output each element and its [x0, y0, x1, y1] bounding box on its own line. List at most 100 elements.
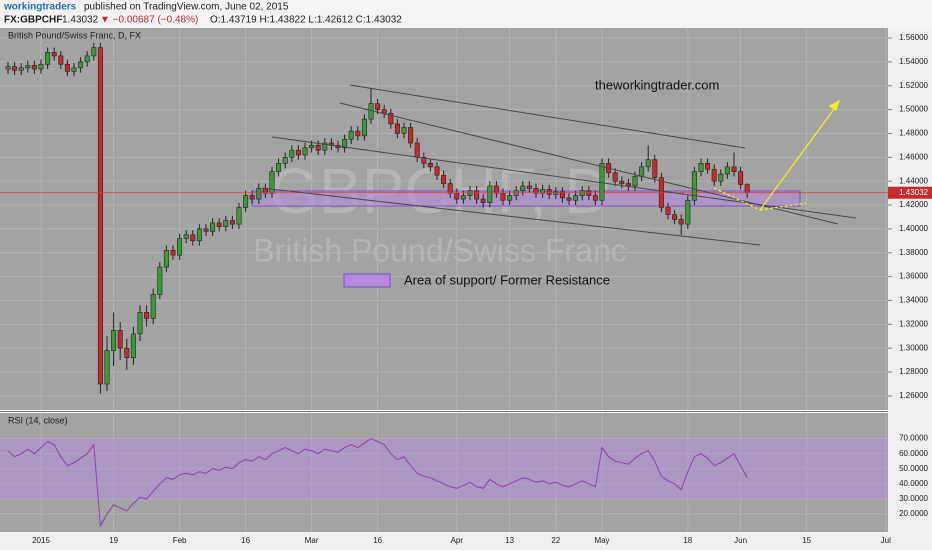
- author[interactable]: workingtraders: [3, 2, 77, 13]
- candle-body: [665, 207, 671, 215]
- y-tick-label: 1.48000: [899, 129, 928, 138]
- y-tick-label: 1.54000: [899, 57, 928, 66]
- candle-body: [619, 180, 625, 184]
- y-tick-label: 1.36000: [899, 272, 928, 281]
- candle-body: [216, 222, 222, 227]
- candle-body: [639, 166, 645, 177]
- candle-body: [559, 191, 565, 199]
- candle-body: [447, 183, 453, 194]
- candle-body: [348, 130, 354, 140]
- candle-body: [401, 127, 407, 134]
- candle-body: [533, 188, 539, 194]
- candle-body: [744, 184, 750, 194]
- arrow: [759, 104, 838, 211]
- header-bar: [0, 0, 932, 28]
- candle-body: [553, 191, 559, 195]
- pane-title: British Pound/Swiss Franc, D, FX: [8, 30, 141, 40]
- candle-body: [243, 195, 249, 208]
- candle-body: [236, 207, 242, 225]
- candle-body: [487, 185, 493, 203]
- change: ▼ −0.00687 (−0.48%): [100, 15, 198, 26]
- candle-body: [196, 228, 202, 242]
- trend-lines: [261, 84, 857, 246]
- candle-body: [467, 190, 473, 196]
- candle-body: [276, 162, 282, 172]
- time-axis: [0, 532, 888, 550]
- candle-body: [38, 63, 44, 70]
- candle-body: [45, 52, 51, 65]
- candle-body: [724, 166, 730, 175]
- candle-body: [342, 139, 348, 149]
- dashed-line: [759, 202, 807, 211]
- candle-body: [632, 176, 638, 187]
- candle-body: [586, 190, 592, 196]
- candle-body: [269, 171, 275, 194]
- rsi-band: [0, 438, 888, 499]
- candle-body: [672, 214, 678, 220]
- x-tick-label: 19: [109, 536, 118, 545]
- candle-body: [282, 157, 288, 164]
- candle-body: [137, 312, 143, 335]
- candle-body: [302, 147, 308, 156]
- candle-body: [91, 47, 97, 57]
- candle-body: [652, 159, 658, 178]
- rsi-tick-label: 70.0000: [899, 434, 928, 443]
- candle-body: [705, 162, 711, 170]
- x-tick-label: Jul: [881, 536, 891, 545]
- candle-body: [78, 61, 84, 69]
- candle-body: [566, 197, 572, 201]
- x-tick-label: 16: [241, 536, 250, 545]
- candle-body: [579, 190, 585, 196]
- candle-body: [315, 145, 321, 151]
- candle-body: [177, 238, 183, 256]
- candle-body: [507, 195, 513, 201]
- candle-body: [414, 142, 420, 158]
- watermark-name: British Pound/Swiss Franc: [253, 232, 626, 268]
- dashed-line: [713, 187, 761, 211]
- candle-body: [361, 118, 367, 137]
- last-price-label: 1.43032: [899, 188, 928, 197]
- candle-body: [421, 157, 427, 164]
- candle-body: [104, 350, 110, 385]
- candle-body: [460, 195, 466, 200]
- candle-body: [394, 123, 400, 134]
- legend-label: Area of support/ Former Resistance: [404, 272, 610, 287]
- y-tick-label: 1.50000: [899, 105, 928, 114]
- candle-body: [592, 195, 598, 201]
- site-label: theworkingtrader.com: [595, 77, 719, 92]
- candle-body: [625, 183, 631, 187]
- candle-body: [223, 220, 229, 227]
- candle-body: [493, 185, 499, 194]
- rsi-line: [7, 438, 748, 528]
- candle-body: [249, 195, 255, 200]
- trend-line: [261, 187, 761, 246]
- candle-body: [289, 149, 295, 158]
- candle-body: [5, 66, 11, 70]
- candle-body: [190, 234, 196, 242]
- candle-body: [97, 47, 103, 385]
- y-tick-label: 1.40000: [899, 224, 928, 233]
- candle-body: [163, 250, 169, 268]
- candle-body: [355, 130, 361, 137]
- candle-body: [157, 266, 163, 295]
- x-tick-label: Apr: [451, 536, 464, 545]
- candle-body: [31, 65, 37, 70]
- candle-body: [427, 162, 433, 168]
- legend-swatch: [343, 273, 391, 288]
- rsi-tick-label: 60.0000: [899, 449, 928, 458]
- candle-body: [731, 166, 737, 172]
- y-tick-label: 1.52000: [899, 81, 928, 90]
- rsi-tick-label: 50.0000: [899, 464, 928, 473]
- candle-body: [691, 171, 697, 201]
- trend-line: [349, 84, 746, 149]
- candle-body: [150, 294, 156, 319]
- candle-body: [381, 109, 387, 114]
- main-pane: [0, 28, 888, 410]
- candle-body: [441, 174, 447, 184]
- published: published on TradingView.com, June 02, 2…: [84, 2, 289, 13]
- candle-body: [375, 103, 381, 110]
- price: 1.43032: [62, 15, 99, 26]
- x-tick-label: Feb: [173, 536, 187, 545]
- candle-body: [500, 192, 506, 201]
